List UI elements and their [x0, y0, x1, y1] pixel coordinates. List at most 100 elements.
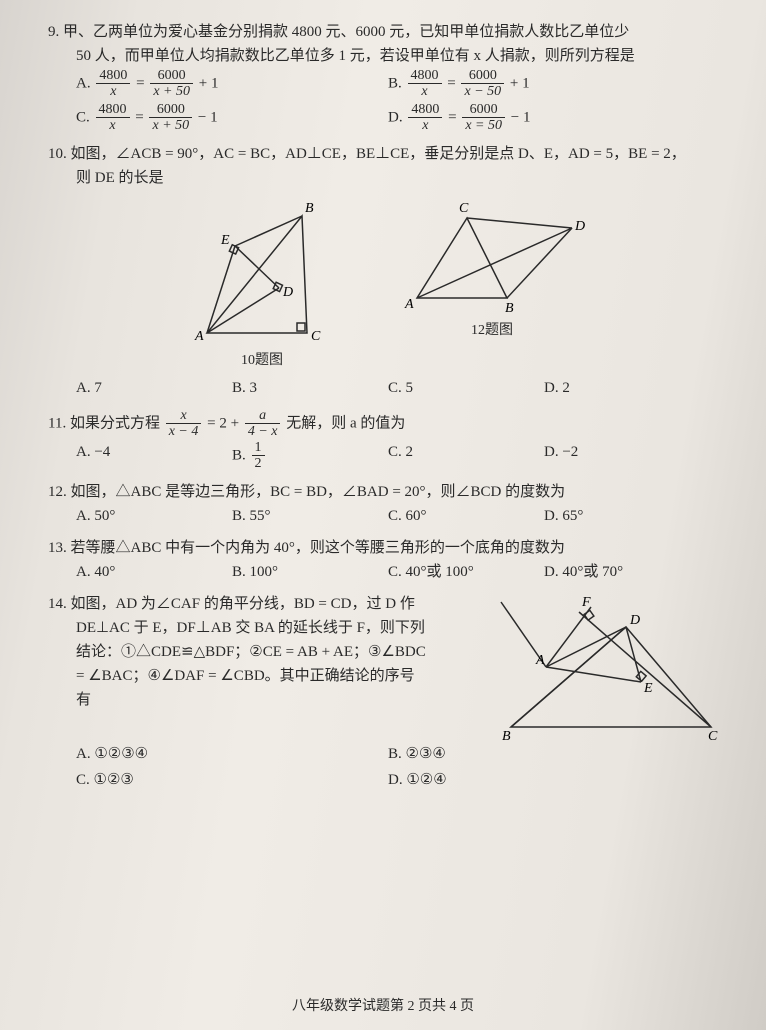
q9-options: A. 4800x = 6000x + 50 + 1 B. 4800x = 600…: [48, 68, 726, 136]
q9-text1: 甲、乙两单位为爱心基金分别捐款 4800 元、6000 元，已知甲单位捐款人数比…: [63, 24, 629, 40]
q9-optB-label: B.: [388, 75, 402, 91]
q13-text: 若等腰△ABC 中有一个内角为 40°，则这个等腰三角形的一个底角的度数为: [71, 540, 565, 556]
q10-text1: 如图，∠ACB = 90°，AC = BC，AD⊥CE，BE⊥CE，垂足分别是点…: [71, 146, 686, 162]
q13-optC: C. 40°或 100°: [388, 560, 544, 584]
figure-10-caption: 10题图: [187, 350, 337, 372]
q10-text2: 则 DE 的长是: [48, 166, 726, 190]
q12-number: 12.: [48, 484, 67, 500]
q13-number: 13.: [48, 540, 67, 556]
q11-text-pre: 如果分式方程: [70, 415, 160, 431]
q11-optB-label: B.: [232, 447, 250, 463]
question-9: 9. 甲、乙两单位为爱心基金分别捐款 4800 元、6000 元，已知甲单位捐款…: [48, 20, 726, 136]
q11-optA: A. −4: [76, 440, 232, 472]
q9-optC-label: C.: [76, 109, 90, 125]
q14-line3: 结论：①△CDE≌△BDF；②CE = AB + AE；③∠BDC: [48, 640, 496, 664]
q9-optB-tail: + 1: [510, 75, 530, 91]
fig12-label-C: C: [459, 201, 469, 216]
q10-q12-figures: A B C D E 10题图 A B C D 12题图: [48, 198, 726, 372]
q11-mid: = 2 +: [207, 415, 243, 431]
q14-optB: B. ②③④: [388, 742, 700, 766]
q9-optA-rhs: 6000x + 50: [150, 68, 193, 100]
fig12-label-D: D: [574, 219, 585, 234]
q12-optA: A. 50°: [76, 504, 232, 528]
q14-optC: C. ①②③: [76, 768, 388, 792]
q9-optA-lhs: 4800x: [96, 68, 130, 100]
q13-optD: D. 40°或 70°: [544, 560, 700, 584]
figure-12-caption: 12题图: [397, 320, 587, 342]
fig14-label-E: E: [643, 681, 653, 696]
q14-line4: = ∠BAC；④∠DAF = ∠CBD。其中正确结论的序号: [48, 664, 496, 688]
q9-optA: A. 4800x = 6000x + 50 + 1: [76, 68, 388, 100]
q11-frac1: xx − 4: [166, 408, 202, 440]
q11-options: A. −4 B. 12 C. 2 D. −2: [48, 440, 726, 474]
figure-10-svg: A B C D E: [187, 198, 337, 348]
fig14-label-D: D: [629, 613, 640, 628]
q12-text: 如图，△ABC 是等边三角形，BC = BD，∠BAD = 20°，则∠BCD …: [71, 484, 566, 500]
q10-options: A. 7 B. 3 C. 5 D. 2: [48, 376, 726, 402]
q11-optD: D. −2: [544, 440, 700, 472]
q9-optC-rhs: 6000x + 50: [149, 102, 192, 134]
q12-optB: B. 55°: [232, 504, 388, 528]
q11-optC: C. 2: [388, 440, 544, 472]
q9-text2: 50 人，而甲单位人均捐款数比乙单位多 1 元，若设甲单位有 x 人捐款，则所列…: [48, 44, 726, 68]
q14-options: A. ①②③④ B. ②③④ C. ①②③ D. ①②④: [48, 742, 726, 794]
q14-line1: 如图，AD 为∠CAF 的角平分线，BD = CD，过 D 作: [71, 596, 415, 612]
figure-12-svg: A B C D: [397, 198, 587, 318]
q9-optD-label: D.: [388, 109, 403, 125]
q12-options: A. 50° B. 55° C. 60° D. 65°: [48, 504, 726, 530]
q9-optC-lhs: 4800x: [96, 102, 130, 134]
q9-optC-tail: − 1: [198, 109, 218, 125]
q13-optB: B. 100°: [232, 560, 388, 584]
q10-optB: B. 3: [232, 376, 388, 400]
q9-optB: B. 4800x = 6000x − 50 + 1: [388, 68, 700, 100]
fig14-label-A: A: [535, 653, 545, 668]
fig10-label-A: A: [194, 329, 204, 344]
q9-number: 9.: [48, 24, 59, 40]
q12-optC: C. 60°: [388, 504, 544, 528]
figure-12: A B C D 12题图: [397, 198, 587, 372]
q11-optB: B. 12: [232, 440, 388, 472]
fig14-label-F: F: [581, 595, 591, 610]
question-14: 14. 如图，AD 为∠CAF 的角平分线，BD = CD，过 D 作 DE⊥A…: [48, 592, 726, 794]
q11-text-post: 无解，则 a 的值为: [286, 415, 405, 431]
question-11: 11. 如果分式方程 xx − 4 = 2 + a4 − x 无解，则 a 的值…: [48, 408, 726, 474]
q10-number: 10.: [48, 146, 67, 162]
q14-optA: A. ①②③④: [76, 742, 388, 766]
q9-optC: C. 4800x = 6000x + 50 − 1: [76, 102, 388, 134]
fig10-label-D: D: [282, 285, 293, 300]
q10-optD: D. 2: [544, 376, 700, 400]
q9-optD-tail: − 1: [511, 109, 531, 125]
q9-optB-lhs: 4800x: [408, 68, 442, 100]
q11-number: 11.: [48, 415, 66, 431]
figure-14-svg: A B C D E F: [496, 592, 721, 742]
q9-optB-rhs: 6000x − 50: [461, 68, 504, 100]
q10-optC: C. 5: [388, 376, 544, 400]
page-footer: 八年级数学试题第 2 页共 4 页: [0, 996, 766, 1018]
fig12-label-B: B: [505, 301, 514, 316]
q10-optA: A. 7: [76, 376, 232, 400]
fig14-label-C: C: [708, 729, 718, 742]
q9-optD: D. 4800x = 6000x = 50 − 1: [388, 102, 700, 134]
question-12: 12. 如图，△ABC 是等边三角形，BC = BD，∠BAD = 20°，则∠…: [48, 480, 726, 530]
q13-options: A. 40° B. 100° C. 40°或 100° D. 40°或 70°: [48, 560, 726, 586]
q11-frac2: a4 − x: [245, 408, 281, 440]
question-10: 10. 如图，∠ACB = 90°，AC = BC，AD⊥CE，BE⊥CE，垂足…: [48, 142, 726, 402]
fig10-label-C: C: [311, 329, 321, 344]
q11-optB-frac: 12: [252, 440, 265, 472]
figure-10: A B C D E 10题图: [187, 198, 337, 372]
q9-optA-label: A.: [76, 75, 91, 91]
figure-14: A B C D E F: [496, 592, 726, 742]
question-13: 13. 若等腰△ABC 中有一个内角为 40°，则这个等腰三角形的一个底角的度数…: [48, 536, 726, 586]
q13-optA: A. 40°: [76, 560, 232, 584]
q9-optD-rhs: 6000x = 50: [462, 102, 505, 134]
q9-optA-tail: + 1: [199, 75, 219, 91]
q14-optD: D. ①②④: [388, 768, 700, 792]
fig10-label-B: B: [305, 201, 314, 216]
q14-line2: DE⊥AC 于 E，DF⊥AB 交 BA 的延长线于 F，则下列: [48, 616, 496, 640]
q14-number: 14.: [48, 596, 67, 612]
q14-line5: 有: [48, 688, 496, 712]
fig12-label-A: A: [404, 297, 414, 312]
q9-optD-lhs: 4800x: [408, 102, 442, 134]
fig14-label-B: B: [502, 729, 511, 742]
fig10-label-E: E: [220, 233, 230, 248]
